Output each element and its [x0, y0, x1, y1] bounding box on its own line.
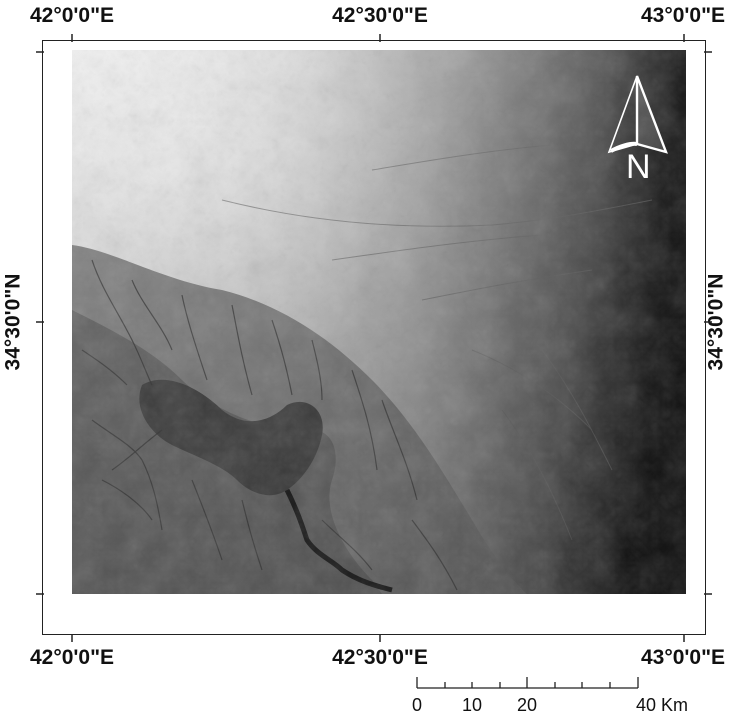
bottom-tick-label-42-0: 42°0'0"E: [29, 646, 115, 669]
left-tick-label: 34°30'0"N: [1, 273, 25, 371]
bottom-tick-label-42-30: 42°30'0"E: [332, 646, 428, 669]
bottom-tick-label-43-0: 43°0'0"E: [640, 646, 726, 669]
scale-label-20: 20: [516, 695, 538, 715]
scale-bar: [416, 677, 639, 689]
scale-label-10: 10: [461, 695, 483, 715]
elevation-raster: [72, 50, 686, 594]
top-tick-label-42-30: 42°30'0"E: [332, 4, 428, 27]
scale-label-0: 0: [411, 695, 423, 715]
scale-label-40: 40 Km: [635, 695, 689, 715]
top-tick-label-42-0: 42°0'0"E: [29, 4, 115, 27]
right-tick-label: 34°30'0"N: [704, 273, 728, 371]
north-label: N: [626, 148, 651, 186]
top-tick-label-43-0: 43°0'0"E: [640, 4, 726, 27]
